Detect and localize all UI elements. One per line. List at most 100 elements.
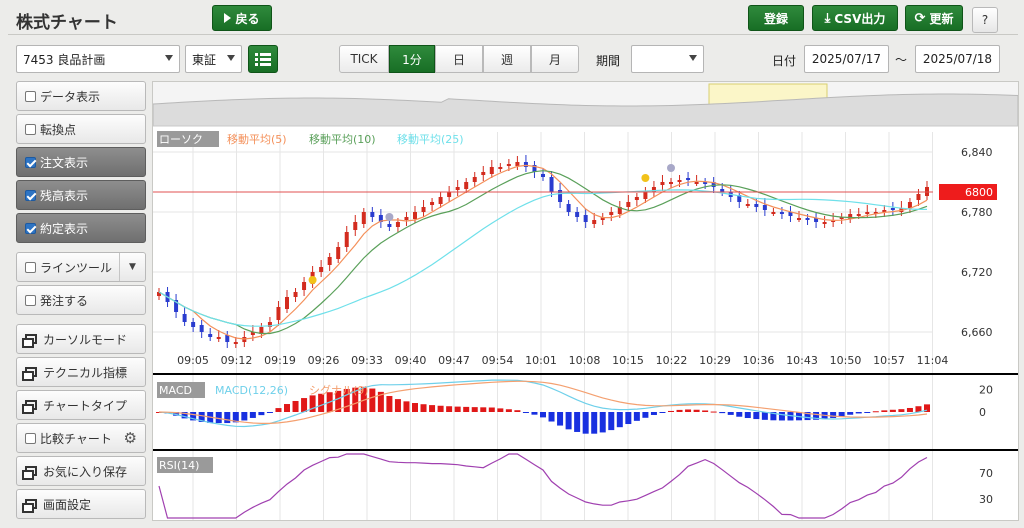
sidebar-item-7[interactable]: カーソルモード (16, 324, 146, 354)
sidebar-item-4[interactable]: 約定表示 (16, 213, 146, 243)
macd-histogram-bar (778, 412, 785, 421)
sidebar-item-0[interactable]: データ表示 (16, 81, 146, 111)
date-from-input[interactable]: 2025/07/17 (804, 45, 889, 73)
x-tick-label: 10:01 (525, 354, 557, 367)
checkbox[interactable] (25, 294, 36, 306)
legend-label: 移動平均(25) (397, 132, 464, 146)
macd-histogram-bar (352, 387, 359, 412)
sidebar-item-11[interactable]: お気に入り保存 (16, 456, 146, 486)
x-tick-label: 11:04 (917, 354, 949, 367)
back-button[interactable]: 戻る (212, 5, 272, 31)
candle-body (472, 177, 477, 182)
tab-tick[interactable]: TICK (339, 45, 389, 73)
macd-histogram-bar (813, 412, 820, 420)
market-select-value: 東証 (192, 52, 217, 67)
macd-histogram-bar (761, 412, 768, 420)
period-select[interactable] (631, 45, 704, 73)
candle-body (285, 297, 289, 309)
checkbox[interactable] (25, 261, 36, 273)
candle-body (157, 292, 161, 296)
macd-histogram-bar (906, 407, 913, 412)
sidebar-item-label: チャートタイプ (43, 398, 127, 413)
candle-body (267, 322, 272, 327)
date-separator: 〜 (895, 53, 908, 67)
candle-body (438, 197, 443, 204)
sidebar-item-3[interactable]: 残高表示 (16, 180, 146, 210)
macd-histogram-bar (855, 412, 862, 414)
date-to-input[interactable]: 2025/07/18 (915, 45, 1000, 73)
candle-body (182, 314, 187, 322)
candle-body (669, 182, 673, 184)
candle-body (694, 182, 699, 184)
x-tick-label: 09:19 (264, 354, 296, 367)
candle-body (293, 292, 298, 297)
sidebar-item-12[interactable]: 画面設定 (16, 489, 146, 519)
macd-histogram-bar (232, 412, 239, 423)
macd-histogram-bar (702, 410, 709, 412)
sidebar-item-label: 注文表示 (40, 155, 89, 170)
checkbox[interactable] (25, 123, 36, 135)
csv-label: CSV出力 (834, 11, 886, 26)
help-button[interactable]: ? (972, 7, 998, 33)
legend-box (157, 382, 205, 398)
candle-body (771, 212, 776, 214)
macd-histogram-bar (403, 401, 410, 412)
chevron-down-icon (689, 55, 697, 61)
tab-day[interactable]: 日 (435, 45, 483, 73)
sidebar-item-10[interactable]: 比較チャート ⚙ (16, 423, 146, 453)
current-price-label: 6800 (965, 186, 993, 199)
sidebar-item-6[interactable]: 発注する (16, 285, 146, 315)
checkbox[interactable] (25, 222, 36, 234)
candle-body (797, 218, 801, 220)
checkbox[interactable] (25, 189, 36, 201)
gear-icon[interactable]: ⚙ (123, 429, 137, 447)
csv-export-button[interactable]: ⤓ CSV出力 (812, 5, 898, 31)
sidebar-item-8[interactable]: テクニカル指標 (16, 357, 146, 387)
macd-histogram-bar (650, 412, 657, 415)
candle-body (532, 165, 537, 172)
candle-body (839, 217, 844, 219)
candle-body (387, 224, 392, 227)
tab-month[interactable]: 月 (531, 45, 579, 73)
sidebar-item-2[interactable]: 注文表示 (16, 147, 146, 177)
macd-histogram-bar (693, 409, 700, 412)
macd-histogram-bar (394, 399, 401, 412)
candle-body (447, 192, 452, 197)
macd-histogram-bar (318, 393, 325, 412)
macd-histogram-bar (616, 412, 623, 428)
macd-histogram-bar (804, 412, 811, 421)
chart-canvas[interactable]: 09:05 09:12 09:19 09:26 09:33 09:40 09:47 09:54… (152, 82, 1019, 520)
sidebar-item-label: ラインツール (40, 260, 113, 275)
macd-histogram-bar (343, 388, 350, 412)
checkbox[interactable] (25, 432, 36, 444)
tab-week[interactable]: 週 (483, 45, 531, 73)
sidebar-item-label: 約定表示 (40, 221, 89, 236)
macd-histogram-bar (258, 412, 265, 416)
market-select[interactable]: 東証 (185, 45, 242, 73)
chevron-down-icon[interactable]: ▼ (119, 253, 145, 281)
stock-select[interactable]: 7453 良品計画 (16, 45, 180, 73)
list-view-button[interactable] (248, 45, 278, 73)
sidebar-item-5[interactable]: ラインツール ▼ (16, 252, 146, 282)
chart-area[interactable]: 09:05 09:12 09:19 09:26 09:33 09:40 09:47 09:54… (152, 81, 1019, 521)
checkbox[interactable] (25, 156, 36, 168)
window-icon (22, 499, 37, 513)
sidebar-item-9[interactable]: チャートタイプ (16, 390, 146, 420)
legend-box (157, 131, 219, 147)
sidebar-item-1[interactable]: 転換点 (16, 114, 146, 144)
candle-body (592, 220, 597, 224)
macd-histogram-bar (497, 408, 504, 412)
sidebar-item-label: 発注する (40, 293, 89, 308)
x-tick-label: 10:43 (786, 354, 818, 367)
macd-histogram-bar (659, 412, 666, 413)
candle-body (378, 215, 383, 222)
checkbox[interactable] (25, 90, 36, 102)
order-marker (667, 164, 675, 172)
macd-histogram-bar (557, 412, 564, 426)
register-button[interactable]: 登録 (748, 5, 804, 31)
macd-histogram-bar (412, 403, 418, 412)
tab-1min[interactable]: 1分 (389, 45, 435, 73)
macd-histogram-bar (872, 411, 879, 413)
candle-body (626, 202, 631, 207)
refresh-button[interactable]: ⟳ 更新 (905, 5, 963, 31)
